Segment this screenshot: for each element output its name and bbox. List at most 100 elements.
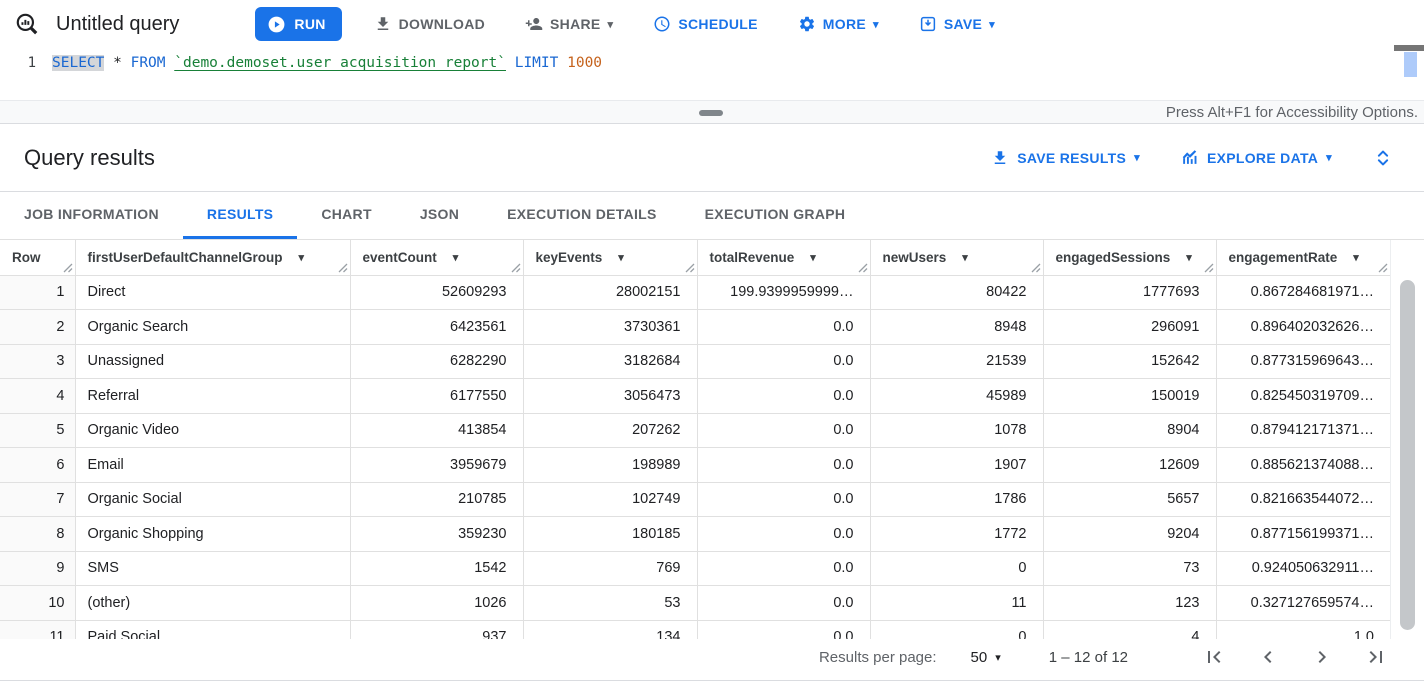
- column-resize-handle-icon[interactable]: [858, 263, 868, 273]
- column-resize-handle-icon[interactable]: [1378, 263, 1388, 273]
- cell-keyevents: 769: [523, 551, 698, 586]
- sql-table-reference[interactable]: `demo.demoset.user_acquisition_report`: [174, 55, 506, 71]
- table-header-row: Row firstUserDefaultChannelGroup ▾ eventCou…: [0, 240, 1390, 276]
- previous-page-button[interactable]: [1256, 645, 1280, 669]
- column-resize-handle-icon[interactable]: [338, 263, 348, 273]
- explore-data-icon: [1180, 148, 1199, 167]
- save-results-button[interactable]: SAVE RESULTS ▾: [991, 149, 1140, 167]
- cell-engagedsessions: 73: [1043, 551, 1217, 586]
- column-menu-caret-icon[interactable]: ▾: [962, 251, 968, 264]
- sql-editor[interactable]: 1 SELECT * FROM `demo.demoset.user_acqui…: [0, 45, 1424, 100]
- page-size-select[interactable]: 50 ▾: [971, 649, 1001, 666]
- next-page-button[interactable]: [1310, 645, 1334, 669]
- cell-engagedsessions: 4: [1043, 620, 1217, 639]
- column-menu-caret-icon[interactable]: ▾: [810, 251, 816, 264]
- column-menu-caret-icon[interactable]: ▾: [452, 251, 459, 264]
- cell-eventcount: 1026: [350, 585, 524, 621]
- save-button[interactable]: SAVE ▾: [911, 6, 1003, 42]
- column-label: firstUserDefaultChannelGroup: [87, 249, 283, 265]
- first-page-button[interactable]: [1202, 645, 1226, 669]
- cell-firstuserdefaultchannelgroup: Referral: [75, 378, 351, 414]
- sql-keyword-from: FROM: [130, 55, 166, 71]
- chevron-down-icon: ▾: [1134, 152, 1140, 164]
- column-header-eventcount[interactable]: eventCount ▾: [350, 240, 524, 276]
- schedule-button[interactable]: SCHEDULE: [645, 6, 765, 42]
- chevron-down-icon: ▾: [989, 18, 995, 31]
- table-scrollbar-track[interactable]: [1390, 240, 1424, 639]
- cell-eventcount: 3959679: [350, 447, 524, 483]
- person-add-icon: [525, 15, 543, 33]
- column-menu-caret-icon[interactable]: ▾: [1186, 251, 1192, 264]
- chevron-down-icon: ▾: [995, 651, 1001, 664]
- splitter-drag-handle[interactable]: [699, 110, 723, 116]
- cell-firstuserdefaultchannelgroup: Organic Search: [75, 309, 351, 345]
- table-row: 10 (other) 1026 53 0.0 11 123 0.327127659574…: [0, 585, 1390, 621]
- cell-row-number: 3: [0, 344, 76, 379]
- cell-eventcount: 6282290: [350, 344, 524, 379]
- tab-job-information[interactable]: JOB INFORMATION: [24, 206, 159, 222]
- tab-json[interactable]: JSON: [419, 206, 460, 222]
- column-header-engagedsessions[interactable]: engagedSessions ▾: [1043, 240, 1217, 276]
- unfold-chevrons-icon: [1377, 150, 1389, 165]
- cell-keyevents: 198989: [523, 447, 698, 483]
- column-resize-handle-icon[interactable]: [685, 263, 695, 273]
- sql-space: [558, 55, 567, 71]
- chevron-down-icon: ▾: [1326, 152, 1332, 164]
- column-header-newusers[interactable]: newUsers ▾: [870, 240, 1044, 276]
- cell-firstuserdefaultchannelgroup: Unassigned: [75, 344, 351, 379]
- cell-newusers: 1786: [870, 482, 1044, 517]
- tab-chart[interactable]: CHART: [321, 206, 372, 222]
- share-button[interactable]: SHARE ▾: [517, 6, 621, 42]
- tab-execution-details[interactable]: EXECUTION DETAILS: [507, 206, 657, 222]
- column-resize-handle-icon[interactable]: [511, 263, 521, 273]
- table-row: 2 Organic Search 6423561 3730361 0.0 8948 2960…: [0, 309, 1390, 345]
- first-page-icon: [1208, 651, 1221, 663]
- cell-newusers: 1772: [870, 516, 1044, 552]
- sql-star: *: [104, 55, 131, 71]
- cell-engagementrate: 0.879412171371…: [1216, 413, 1390, 448]
- cell-totalrevenue: 0.0: [697, 447, 871, 483]
- sql-keyword-limit: LIMIT: [514, 55, 559, 71]
- cell-totalrevenue: 0.0: [697, 344, 871, 379]
- column-label: keyEvents: [535, 249, 603, 265]
- table-body: 1 Direct 52609293 28002151 199.9399959999… 80…: [0, 275, 1390, 639]
- query-title: Untitled query: [56, 12, 180, 35]
- column-resize-handle-icon[interactable]: [1031, 263, 1041, 273]
- cell-row-number: 9: [0, 551, 76, 586]
- cell-engagementrate: 0.896402032626…: [1216, 309, 1390, 345]
- cell-engagedsessions: 9204: [1043, 516, 1217, 552]
- column-header-totalrevenue[interactable]: totalRevenue ▾: [697, 240, 871, 276]
- column-resize-handle-icon[interactable]: [63, 263, 73, 273]
- cell-engagementrate: 0.821663544072…: [1216, 482, 1390, 517]
- column-header-row[interactable]: Row: [0, 240, 76, 276]
- tab-results[interactable]: RESULTS: [182, 192, 298, 239]
- table-scrollbar-thumb[interactable]: [1400, 280, 1415, 630]
- last-page-button[interactable]: [1364, 645, 1388, 669]
- download-icon: [374, 15, 392, 33]
- more-button[interactable]: MORE ▾: [790, 6, 887, 42]
- results-per-page-label: Results per page:: [818, 648, 937, 666]
- sql-limit-value: 1000: [567, 55, 603, 71]
- pagination-footer: Results per page: 50 ▾ 1 – 12 of 12: [0, 639, 1424, 685]
- cell-row-number: 2: [0, 309, 76, 345]
- cell-engagedsessions: 12609: [1043, 447, 1217, 483]
- column-menu-caret-icon[interactable]: ▾: [298, 251, 305, 264]
- save-icon: [919, 15, 937, 33]
- download-button[interactable]: DOWNLOAD: [366, 6, 493, 42]
- cell-keyevents: 102749: [523, 482, 698, 517]
- column-header-engagementrate[interactable]: engagementRate ▾: [1216, 240, 1390, 276]
- cell-newusers: 11: [870, 585, 1044, 621]
- cell-totalrevenue: 199.9399959999…: [697, 275, 871, 310]
- column-menu-caret-icon[interactable]: ▾: [1353, 251, 1359, 264]
- column-header-keyevents[interactable]: keyEvents ▾: [523, 240, 698, 276]
- explore-data-button[interactable]: EXPLORE DATA ▾: [1180, 148, 1332, 167]
- column-header-firstuserdefaultchannelgroup[interactable]: firstUserDefaultChannelGroup ▾: [75, 240, 351, 276]
- cell-eventcount: 359230: [350, 516, 524, 552]
- editor-scrollbar-thumb[interactable]: [1404, 52, 1417, 77]
- column-resize-handle-icon[interactable]: [1204, 263, 1214, 273]
- run-button[interactable]: RUN: [255, 7, 342, 41]
- tab-execution-graph[interactable]: EXECUTION GRAPH: [704, 206, 846, 222]
- sql-code-line[interactable]: SELECT * FROM `demo.demoset.user_acquisi…: [52, 55, 602, 71]
- column-menu-caret-icon[interactable]: ▾: [618, 251, 624, 264]
- expand-collapse-panel-button[interactable]: [1372, 147, 1394, 169]
